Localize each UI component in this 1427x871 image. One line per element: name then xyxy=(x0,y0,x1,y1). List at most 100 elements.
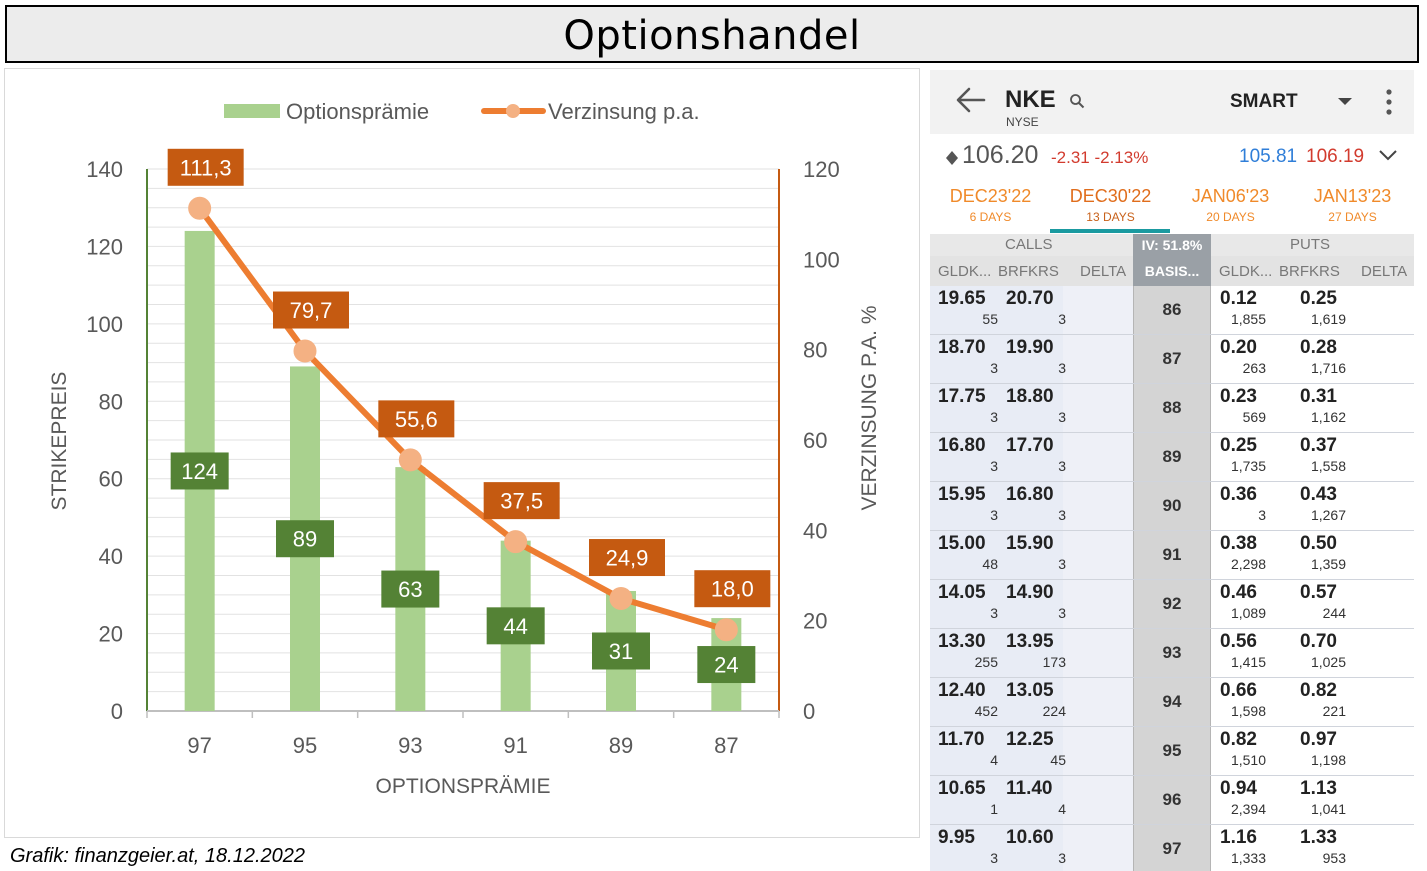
put-bid[interactable]: 0.20 xyxy=(1220,337,1257,358)
call-bid[interactable]: 10.65 xyxy=(938,778,986,799)
strike-price[interactable]: 97 xyxy=(1162,839,1182,858)
put-bid[interactable]: 0.23 xyxy=(1220,386,1257,407)
strike-price[interactable]: 96 xyxy=(1162,790,1182,809)
call-bid[interactable]: 9.95 xyxy=(938,827,975,848)
table-row[interactable]: 11.70 12.25 4 45 95 0.82 0.97 1,510 1,198 xyxy=(930,727,1414,776)
basis-header[interactable]: BASIS... xyxy=(1133,256,1211,286)
put-ask[interactable]: 0.82 xyxy=(1300,680,1337,701)
put-ask[interactable]: 0.25 xyxy=(1300,288,1337,309)
call-bid[interactable]: 14.05 xyxy=(938,582,986,603)
put-bid[interactable]: 0.46 xyxy=(1220,582,1257,603)
put-ask[interactable]: 1.13 xyxy=(1300,778,1337,799)
strike-price[interactable]: 91 xyxy=(1162,545,1182,564)
call-delta-cell[interactable] xyxy=(1063,629,1133,677)
put-bid[interactable]: 1.16 xyxy=(1220,827,1257,848)
call-delta-cell[interactable] xyxy=(1063,776,1133,824)
call-bid[interactable]: 15.95 xyxy=(938,484,986,505)
call-delta-cell[interactable] xyxy=(1063,825,1133,871)
col-call-ask[interactable]: BRFKRS xyxy=(998,263,1059,280)
call-delta-cell[interactable] xyxy=(1063,335,1133,383)
route-select[interactable]: SMART xyxy=(1230,91,1298,112)
call-delta-cell[interactable] xyxy=(1063,286,1133,334)
symbol[interactable]: NKE xyxy=(1005,86,1056,113)
strike-price[interactable]: 86 xyxy=(1162,300,1182,319)
col-put-ask[interactable]: BRFKRS xyxy=(1279,263,1340,280)
put-bid[interactable]: 0.36 xyxy=(1220,484,1257,505)
tab-expiry-jan06[interactable]: JAN06'23 20 DAYS xyxy=(1170,178,1291,234)
put-bid[interactable]: 0.94 xyxy=(1220,778,1257,799)
put-ask[interactable]: 0.43 xyxy=(1300,484,1337,505)
table-row[interactable]: 16.80 17.70 3 3 89 0.25 0.37 1,735 1,558 xyxy=(930,433,1414,482)
call-bid[interactable]: 11.70 xyxy=(938,729,985,750)
put-ask[interactable]: 0.28 xyxy=(1300,337,1337,358)
table-row[interactable]: 17.75 18.80 3 3 88 0.23 0.31 569 1,162 xyxy=(930,384,1414,433)
put-bid[interactable]: 0.25 xyxy=(1220,435,1257,456)
call-bid[interactable]: 12.40 xyxy=(938,680,986,701)
call-ask[interactable]: 11.40 xyxy=(1006,778,1053,799)
call-ask[interactable]: 17.70 xyxy=(1006,435,1054,456)
table-row[interactable]: 10.65 11.40 1 4 96 0.94 1.13 2,394 1,041 xyxy=(930,776,1414,825)
call-bid[interactable]: 17.75 xyxy=(938,386,986,407)
put-bid[interactable]: 0.38 xyxy=(1220,533,1257,554)
table-row[interactable]: 14.05 14.90 3 3 92 0.46 0.57 1,089 244 xyxy=(930,580,1414,629)
call-ask[interactable]: 10.60 xyxy=(1006,827,1054,848)
strike-price[interactable]: 95 xyxy=(1162,741,1182,760)
put-bid[interactable]: 0.82 xyxy=(1220,729,1257,750)
strike-price[interactable]: 87 xyxy=(1162,349,1182,368)
call-ask[interactable]: 13.05 xyxy=(1006,680,1054,701)
call-ask[interactable]: 18.80 xyxy=(1006,386,1054,407)
tab-expiry-dec30[interactable]: DEC30'22 13 DAYS xyxy=(1050,178,1171,234)
back-arrow-icon[interactable] xyxy=(954,85,988,115)
call-bid[interactable]: 16.80 xyxy=(938,435,986,456)
call-ask[interactable]: 12.25 xyxy=(1006,729,1054,750)
table-row[interactable]: 9.95 10.60 3 3 97 1.16 1.33 1,333 953 xyxy=(930,825,1414,871)
call-delta-cell[interactable] xyxy=(1063,384,1133,432)
strike-price[interactable]: 92 xyxy=(1162,594,1182,613)
call-delta-cell[interactable] xyxy=(1063,727,1133,775)
call-delta-cell[interactable] xyxy=(1063,433,1133,481)
tab-expiry-jan13[interactable]: JAN13'23 27 DAYS xyxy=(1292,178,1413,234)
put-ask[interactable]: 1.33 xyxy=(1300,827,1337,848)
table-row[interactable]: 12.40 13.05 452 224 94 0.66 0.82 1,598 221 xyxy=(930,678,1414,727)
strike-price[interactable]: 94 xyxy=(1162,692,1182,711)
table-row[interactable]: 18.70 19.90 3 3 87 0.20 0.28 263 1,716 xyxy=(930,335,1414,384)
search-icon[interactable] xyxy=(1069,93,1085,109)
tab-expiry-dec23[interactable]: DEC23'22 6 DAYS xyxy=(930,178,1051,234)
table-row[interactable]: 15.00 15.90 48 3 91 0.38 0.50 2,298 1,359 xyxy=(930,531,1414,580)
strike-price[interactable]: 89 xyxy=(1162,447,1182,466)
put-ask[interactable]: 0.31 xyxy=(1300,386,1337,407)
put-bid[interactable]: 0.66 xyxy=(1220,680,1257,701)
strike-price[interactable]: 93 xyxy=(1162,643,1182,662)
caret-down-icon[interactable] xyxy=(1338,98,1352,105)
chevron-down-icon[interactable] xyxy=(1378,148,1398,162)
call-ask[interactable]: 15.90 xyxy=(1006,533,1054,554)
more-vert-icon[interactable] xyxy=(1385,88,1393,116)
call-bid[interactable]: 13.30 xyxy=(938,631,986,652)
put-ask[interactable]: 0.57 xyxy=(1300,582,1337,603)
call-ask[interactable]: 13.95 xyxy=(1006,631,1054,652)
table-row[interactable]: 13.30 13.95 255 173 93 0.56 0.70 1,415 1,025 xyxy=(930,629,1414,678)
call-delta-cell[interactable] xyxy=(1063,678,1133,726)
call-ask[interactable]: 16.80 xyxy=(1006,484,1054,505)
call-bid[interactable]: 19.65 xyxy=(938,288,986,309)
col-put-delta[interactable]: DELTA xyxy=(1361,263,1408,280)
call-delta-cell[interactable] xyxy=(1063,580,1133,628)
table-row[interactable]: 15.95 16.80 3 3 90 0.36 0.43 3 1,267 xyxy=(930,482,1414,531)
call-ask[interactable]: 19.90 xyxy=(1006,337,1054,358)
col-put-bid[interactable]: GLDK... xyxy=(1219,263,1273,280)
call-delta-cell[interactable] xyxy=(1063,531,1133,579)
put-bid[interactable]: 0.12 xyxy=(1220,288,1257,309)
strike-price[interactable]: 88 xyxy=(1162,398,1182,417)
strike-price[interactable]: 90 xyxy=(1162,496,1182,515)
put-ask[interactable]: 0.97 xyxy=(1300,729,1337,750)
call-bid[interactable]: 15.00 xyxy=(938,533,986,554)
call-delta-cell[interactable] xyxy=(1063,482,1133,530)
call-ask[interactable]: 20.70 xyxy=(1006,288,1054,309)
put-ask[interactable]: 0.50 xyxy=(1300,533,1337,554)
put-ask[interactable]: 0.70 xyxy=(1300,631,1337,652)
call-bid[interactable]: 18.70 xyxy=(938,337,986,358)
table-row[interactable]: 19.65 20.70 55 3 86 0.12 0.25 1,855 1,619 xyxy=(930,286,1414,335)
col-call-bid[interactable]: GLDK... xyxy=(938,263,992,280)
put-bid[interactable]: 0.56 xyxy=(1220,631,1257,652)
call-ask[interactable]: 14.90 xyxy=(1006,582,1054,603)
